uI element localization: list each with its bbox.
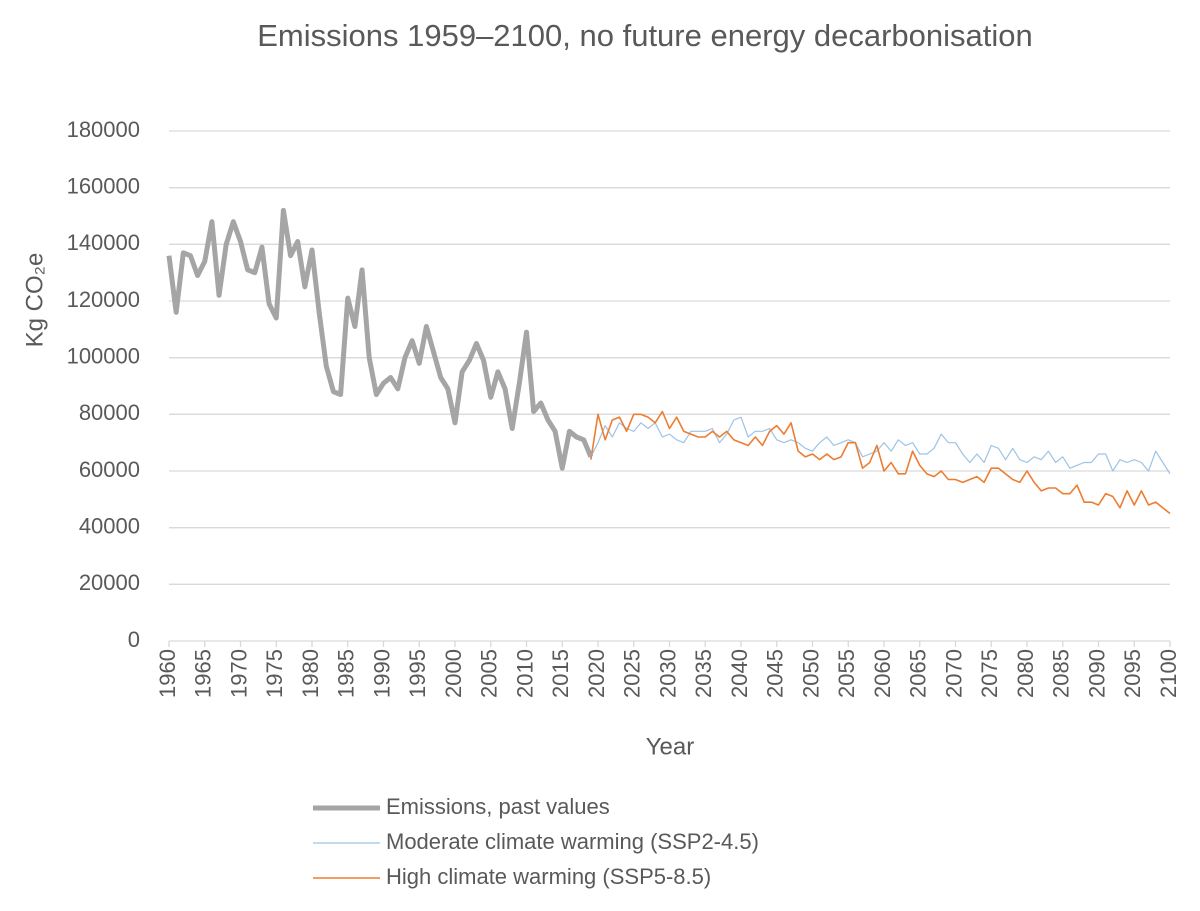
x-tick-label: 2050 — [798, 649, 823, 698]
legend-label: Emissions, past values — [386, 794, 610, 819]
y-tick-label: 120000 — [67, 287, 140, 312]
x-tick-label: 2095 — [1120, 649, 1145, 698]
x-tick-label: 1990 — [369, 649, 394, 698]
series-line — [166, 207, 594, 471]
y-tick-label: 160000 — [67, 173, 140, 198]
x-tick-label: 2075 — [977, 649, 1002, 698]
x-tick-label: 1965 — [191, 649, 216, 698]
x-tick-label: 1980 — [298, 649, 323, 698]
y-tick-label: 80000 — [79, 400, 140, 425]
x-tick-label: 2000 — [441, 649, 466, 698]
x-tick-label: 2005 — [477, 649, 502, 698]
x-tick-label: 2030 — [655, 649, 680, 698]
y-tick-label: 20000 — [79, 570, 140, 595]
x-tick-label: 2070 — [941, 649, 966, 698]
x-tick-label: 2100 — [1156, 649, 1181, 698]
legend-label: High climate warming (SSP5-8.5) — [386, 864, 711, 889]
y-tick-label: 60000 — [79, 457, 140, 482]
x-tick-label: 2065 — [906, 649, 931, 698]
x-tick-label: 2015 — [548, 649, 573, 698]
chart-title: Emissions 1959–2100, no future energy de… — [257, 18, 1033, 53]
series-line — [590, 410, 1171, 515]
x-tick-label: 1985 — [334, 649, 359, 698]
x-tick-label: 2020 — [584, 649, 609, 698]
x-tick-label: 2035 — [691, 649, 716, 698]
y-tick-label: 0 — [128, 627, 140, 652]
x-tick-label: 1975 — [262, 649, 287, 698]
series-line — [590, 416, 1171, 475]
x-tick-label: 1995 — [405, 649, 430, 698]
x-tick-label: 2055 — [834, 649, 859, 698]
x-tick-label: 2090 — [1084, 649, 1109, 698]
x-tick-label: 2085 — [1049, 649, 1074, 698]
x-tick-label: 2060 — [870, 649, 895, 698]
x-tick-label: 2025 — [620, 649, 645, 698]
y-tick-label: 100000 — [67, 343, 140, 368]
x-tick-label: 2045 — [763, 649, 788, 698]
x-tick-label: 1960 — [155, 649, 180, 698]
x-tick-label: 1970 — [226, 649, 251, 698]
x-tick-label: 2040 — [727, 649, 752, 698]
y-tick-label: 180000 — [67, 117, 140, 142]
y-tick-label: 40000 — [79, 513, 140, 538]
x-tick-label: 2080 — [1013, 649, 1038, 698]
y-axis-title: Kg CO₂e — [21, 253, 48, 348]
x-tick-label: 2010 — [512, 649, 537, 698]
legend-label: Moderate climate warming (SSP2-4.5) — [386, 829, 759, 854]
y-tick-label: 140000 — [67, 230, 140, 255]
x-axis-title: Year — [646, 733, 695, 760]
